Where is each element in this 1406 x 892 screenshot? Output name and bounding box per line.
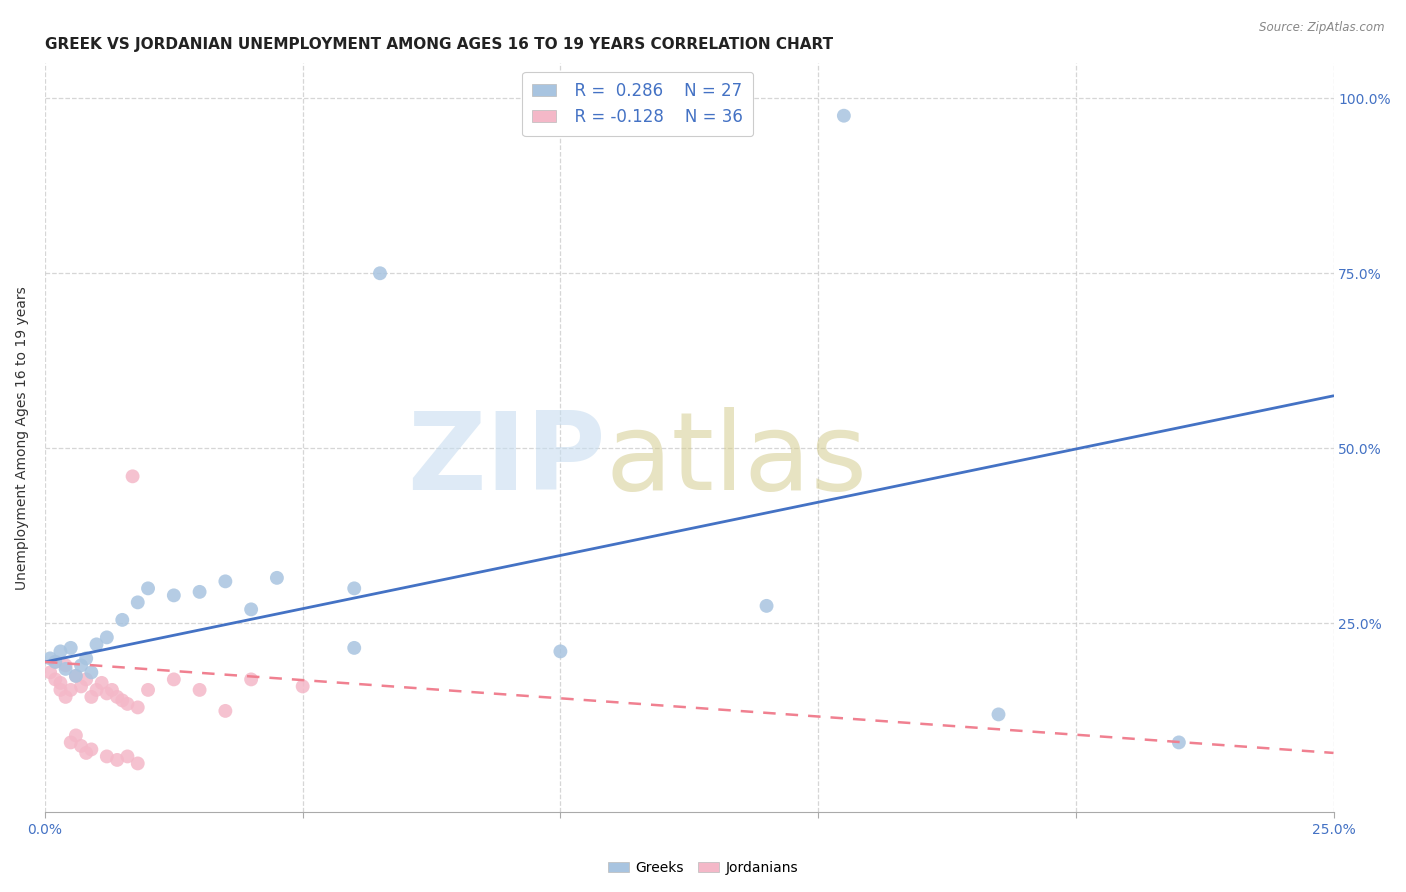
Point [75,673,97,687]
Y-axis label: Unemployment Among Ages 16 to 19 years: Unemployment Among Ages 16 to 19 years [15,286,30,590]
Point [832,109,855,123]
Point [163,588,186,602]
Point [65,669,87,683]
Point [117,749,139,764]
Point [70,739,93,753]
Legend: Greeks, Jordanians: Greeks, Jordanians [602,855,804,880]
Point [136,582,159,596]
Point [80,742,103,756]
Text: ZIP: ZIP [406,408,606,513]
Point [240,602,263,616]
Point [49,644,72,658]
Point [111,693,134,707]
Point [987,707,1010,722]
Point [49,682,72,697]
Point [117,697,139,711]
Point [291,680,314,694]
Point [121,469,143,483]
Point [75,651,97,665]
Point [80,690,103,704]
Point [86,637,108,651]
Text: GREEK VS JORDANIAN UNEMPLOYMENT AMONG AGES 16 TO 19 YEARS CORRELATION CHART: GREEK VS JORDANIAN UNEMPLOYMENT AMONG AG… [45,37,834,53]
Point [127,756,149,771]
Point [96,631,118,645]
Point [55,658,77,673]
Point [39,651,62,665]
Point [70,680,93,694]
Point [214,574,236,589]
Point [44,655,66,669]
Point [44,655,66,669]
Point [188,682,211,697]
Point [240,673,263,687]
Point [70,658,93,673]
Point [101,682,124,697]
Point [214,704,236,718]
Point [44,673,66,687]
Legend:   R =  0.286    N = 27,   R = -0.128    N = 36: R = 0.286 N = 27, R = -0.128 N = 36 [523,71,754,136]
Point [127,595,149,609]
Point [65,728,87,742]
Text: atlas: atlas [606,408,868,513]
Point [368,266,391,280]
Point [39,665,62,680]
Point [550,644,572,658]
Point [1167,735,1189,749]
Point [65,669,87,683]
Point [96,686,118,700]
Point [75,746,97,760]
Point [127,700,149,714]
Point [163,673,186,687]
Point [105,753,128,767]
Point [343,582,366,596]
Point [80,665,103,680]
Point [755,599,778,613]
Point [59,735,82,749]
Point [343,640,366,655]
Point [49,676,72,690]
Point [136,682,159,697]
Point [59,640,82,655]
Point [96,749,118,764]
Point [55,690,77,704]
Point [266,571,288,585]
Point [90,676,112,690]
Point [188,585,211,599]
Point [55,662,77,676]
Point [59,682,82,697]
Point [111,613,134,627]
Text: Source: ZipAtlas.com: Source: ZipAtlas.com [1260,21,1385,34]
Point [86,682,108,697]
Point [105,690,128,704]
